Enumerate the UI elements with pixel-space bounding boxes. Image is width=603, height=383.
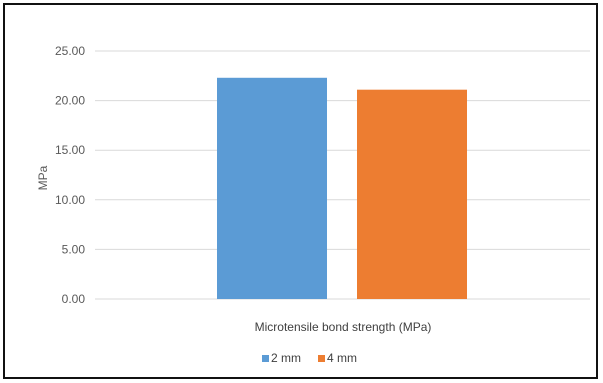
y-tick-label: 5.00: [62, 242, 86, 256]
y-tick-label: 15.00: [55, 143, 85, 157]
gridlines: [95, 50, 590, 300]
y-axis-title: MPa: [36, 165, 50, 190]
y-tick-label: 25.00: [55, 44, 85, 58]
legend-swatch: [262, 355, 269, 362]
y-tick-label: 0.00: [62, 292, 86, 306]
legend-label: 4 mm: [327, 351, 357, 365]
bar-2-mm: [217, 77, 327, 299]
bars: [217, 77, 467, 299]
legend-swatch: [318, 355, 325, 362]
y-tick-label: 20.00: [55, 94, 85, 108]
legend: 2 mm 4 mm: [262, 351, 357, 365]
y-tick-labels: 0.00 5.00 10.00 15.00 20.00 25.00: [55, 44, 85, 306]
legend-label: 2 mm: [271, 351, 301, 365]
bar-4-mm: [357, 89, 467, 299]
category-label: Microtensile bond strength (MPa): [255, 320, 432, 334]
y-tick-label: 10.00: [55, 193, 85, 207]
